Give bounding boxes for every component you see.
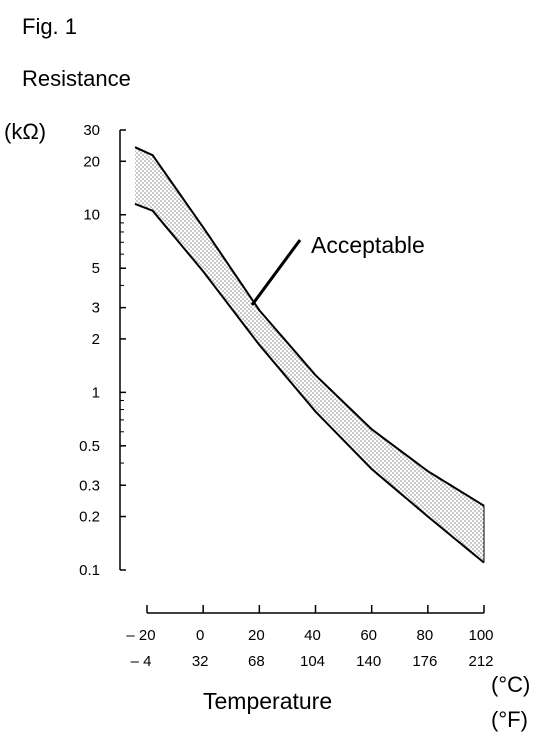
x-tick-label-celsius: – 20 xyxy=(126,627,155,644)
y-tick-label: 30 xyxy=(83,122,100,139)
y-axis-unit: (kΩ) xyxy=(4,119,46,144)
x-tick-label-celsius: 40 xyxy=(304,627,321,644)
x-tick-label-celsius: 0 xyxy=(196,627,204,644)
x-tick-label-fahrenheit: 68 xyxy=(248,653,265,670)
y-axis-ticks: 30 20 10 5 3 2 1 0.5 0.3 0.2 0.1 xyxy=(79,122,126,579)
x-axis-ticks: – 20 – 4 0 32 20 68 40 104 60 140 80 176 100 212 xyxy=(126,605,494,670)
chart-title: Resistance xyxy=(22,66,131,91)
annotation-acceptable: Acceptable xyxy=(311,232,425,258)
y-tick-label: 0.5 xyxy=(79,438,100,455)
x-unit-fahrenheit: (°F) xyxy=(491,707,528,732)
y-tick-label: 0.1 xyxy=(79,562,100,579)
curve-lower xyxy=(134,203,485,564)
x-tick-label-fahrenheit: 176 xyxy=(412,653,437,670)
y-tick-label: 2 xyxy=(92,331,100,348)
y-tick-label: 3 xyxy=(92,300,100,317)
y-tick-label: 0.3 xyxy=(79,477,100,494)
y-tick-label: 0.2 xyxy=(79,509,100,526)
acceptable-band-fill xyxy=(135,147,484,563)
y-tick-label: 1 xyxy=(92,384,100,401)
y-tick-label: 10 xyxy=(83,207,100,224)
x-tick-label-celsius: 20 xyxy=(248,627,265,644)
x-axis-title: Temperature xyxy=(203,688,332,714)
y-tick-label: 5 xyxy=(92,260,100,277)
x-tick-label-celsius: 80 xyxy=(416,627,433,644)
figure-label: Fig. 1 xyxy=(22,14,77,39)
x-unit-celsius: (°C) xyxy=(491,672,530,697)
x-tick-label-fahrenheit: 140 xyxy=(356,653,381,670)
annotation-leader-line xyxy=(250,239,302,306)
x-tick-label-fahrenheit: 104 xyxy=(300,653,325,670)
acceptable-band xyxy=(134,146,485,564)
x-tick-label-celsius: 100 xyxy=(468,627,493,644)
x-tick-label-fahrenheit: – 4 xyxy=(131,653,152,670)
x-tick-label-fahrenheit: 212 xyxy=(468,653,493,670)
y-tick-label: 20 xyxy=(83,153,100,170)
curve-upper xyxy=(134,146,485,507)
x-tick-label-fahrenheit: 32 xyxy=(192,653,209,670)
x-tick-label-celsius: 60 xyxy=(360,627,377,644)
